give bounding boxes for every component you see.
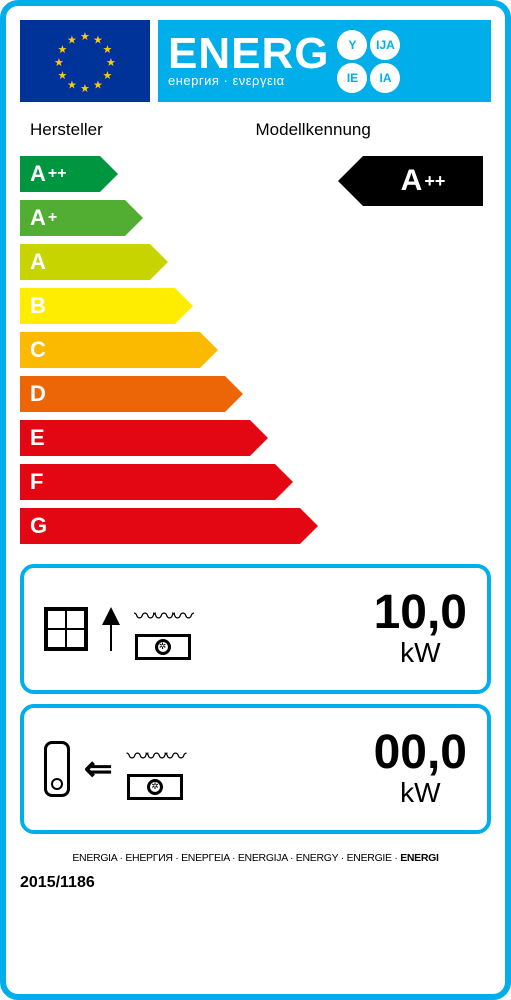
energ-block: ENERG енергия · ενεργεια YIJAIEIA <box>158 20 491 102</box>
window-icon <box>44 607 88 651</box>
energ-badges: YIJAIEIA <box>337 30 400 93</box>
heater-unit-icon: ✲ <box>127 774 183 800</box>
footer-languages: ENERGIA · ЕНЕРГИЯ · ΕΝΕΡΓΕΙΑ · ENERGIJA … <box>20 844 491 868</box>
energy-label: ★★★★★★★★★★★★ ENERG енергия · ενεργεια YI… <box>0 0 511 1000</box>
lamp-icon <box>102 607 120 651</box>
water-heating-spec: ⇐ 〰〰〰 ✲ 00,0 kW <box>20 704 491 834</box>
scale-bar: D <box>20 376 225 412</box>
heater-icon: 〰〰〰 ✲ <box>127 739 184 800</box>
model-label: Modellkennung <box>256 120 482 140</box>
scale-bar-row: D <box>20 374 300 414</box>
space-heating-icons: 〰〰〰 ✲ <box>44 599 374 660</box>
scale-bar: A <box>20 244 150 280</box>
water-heating-icons: ⇐ 〰〰〰 ✲ <box>44 739 374 800</box>
scale-bar-row: A <box>20 242 300 282</box>
footer-langs-text: ENERGIA · ЕНЕРГИЯ · ΕΝΕΡΓΕΙΑ · ENERGIJA … <box>72 852 400 864</box>
arrow-left-icon: ⇐ <box>84 749 113 789</box>
scale-bar: A++ <box>20 156 100 192</box>
energ-badge: IA <box>370 63 400 93</box>
scale-bar-row: C <box>20 330 300 370</box>
scale-bar: E <box>20 420 250 456</box>
scale-bar: G <box>20 508 300 544</box>
space-heating-value: 10,0 kW <box>374 589 467 669</box>
scale-bar-row: A+ <box>20 198 300 238</box>
rating-plus: ++ <box>424 171 445 192</box>
scale-bars: A++ A+ ABCDEFG <box>20 154 300 550</box>
scale-bar-row: B <box>20 286 300 326</box>
manufacturer-label: Hersteller <box>30 120 256 140</box>
scale-bar-row: G <box>20 506 300 546</box>
rating-letter: A <box>401 164 423 198</box>
water-heating-number: 00,0 <box>374 729 467 777</box>
space-heating-spec: 〰〰〰 ✲ 10,0 kW <box>20 564 491 694</box>
footer-langs-bold: ENERGI <box>400 852 438 864</box>
tank-icon <box>44 741 70 797</box>
scale-bar-row: E <box>20 418 300 458</box>
eu-stars: ★★★★★★★★★★★★ <box>55 31 115 91</box>
info-row: Hersteller Modellkennung <box>20 120 491 154</box>
eu-flag: ★★★★★★★★★★★★ <box>20 20 150 102</box>
regulation-number: 2015/1186 <box>20 868 491 892</box>
heat-waves-icon: 〰〰〰 <box>134 599 191 631</box>
scale-bar-row: A++ <box>20 154 300 194</box>
heat-waves-icon: 〰〰〰 <box>127 739 184 771</box>
scale-bar-row: F <box>20 462 300 502</box>
heater-unit-icon: ✲ <box>135 634 191 660</box>
heater-icon: 〰〰〰 ✲ <box>134 599 191 660</box>
water-heating-unit: kW <box>374 777 467 809</box>
energ-title: ENERG <box>168 34 329 74</box>
energ-badge: IJA <box>370 30 400 60</box>
efficiency-scale: A++A+ABCDEFG A++ <box>20 154 491 554</box>
energ-badge: Y <box>337 30 367 60</box>
scale-bar: A+ <box>20 200 125 236</box>
energ-text: ENERG енергия · ενεργεια <box>168 34 329 89</box>
scale-bar: F <box>20 464 275 500</box>
scale-bar: C <box>20 332 200 368</box>
rating-indicator: A++ <box>363 156 483 206</box>
scale-bar: B <box>20 288 175 324</box>
space-heating-number: 10,0 <box>374 589 467 637</box>
header: ★★★★★★★★★★★★ ENERG енергия · ενεργεια YI… <box>20 20 491 102</box>
energ-badge: IE <box>337 63 367 93</box>
water-heating-value: 00,0 kW <box>374 729 467 809</box>
space-heating-unit: kW <box>374 637 467 669</box>
